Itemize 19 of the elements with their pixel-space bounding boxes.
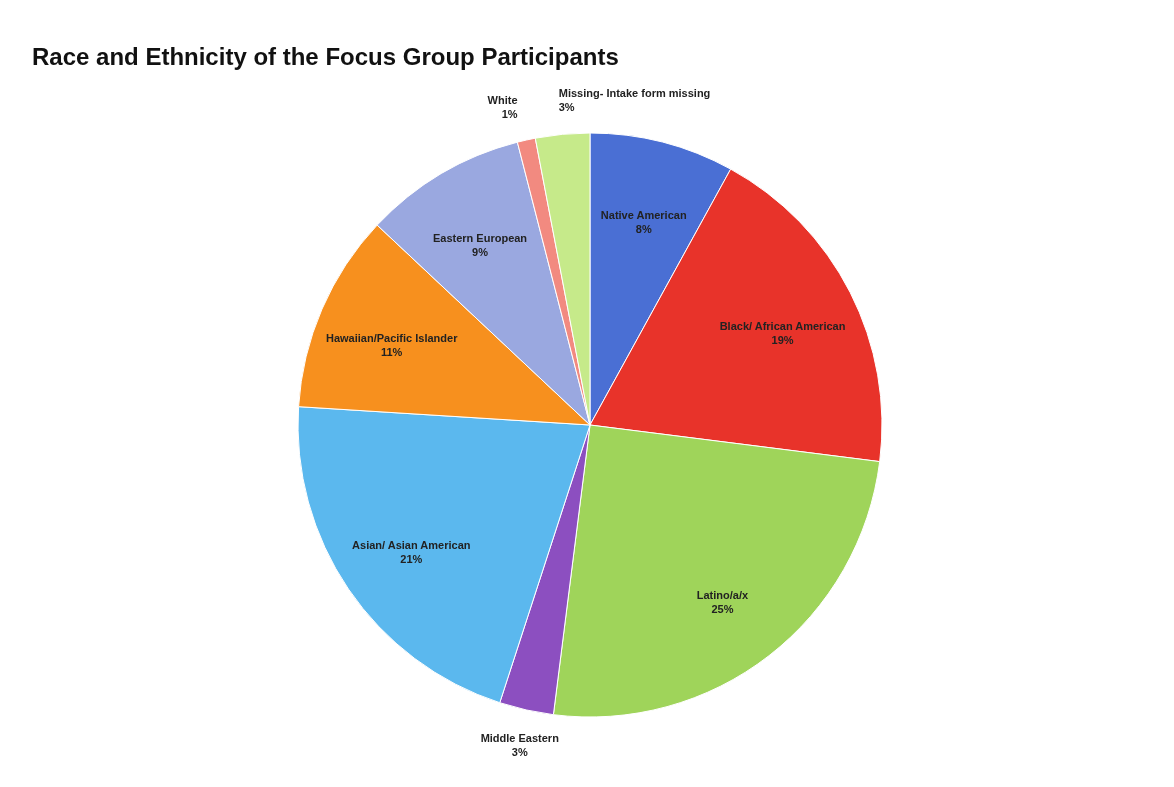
- slice-label: Native American: [600, 208, 687, 221]
- slice-label: White: [487, 94, 518, 106]
- data-label: 8%: [635, 222, 652, 235]
- data-label: 1%: [501, 108, 518, 120]
- data-label: 3%: [558, 101, 575, 114]
- data-label: 21%: [400, 553, 423, 566]
- slice-label: Hawaiian/Pacific Islander: [325, 332, 459, 345]
- data-label: 19%: [771, 333, 794, 346]
- slice-label: Black/ African American: [719, 319, 846, 332]
- data-label: 11%: [380, 346, 403, 359]
- slice-label: Asian/ Asian American: [352, 539, 471, 552]
- slice-label: Missing- Intake form missing: [558, 87, 711, 100]
- chart-title: Race and Ethnicity of the Focus Group Participants: [32, 43, 619, 70]
- slice-label: Middle Eastern: [480, 732, 560, 745]
- data-label: 3%: [511, 746, 528, 759]
- data-label: 25%: [711, 602, 734, 615]
- slice-label: Eastern European: [432, 232, 528, 245]
- data-label: 9%: [472, 246, 489, 259]
- slice-label: Latino/a/x: [696, 588, 749, 601]
